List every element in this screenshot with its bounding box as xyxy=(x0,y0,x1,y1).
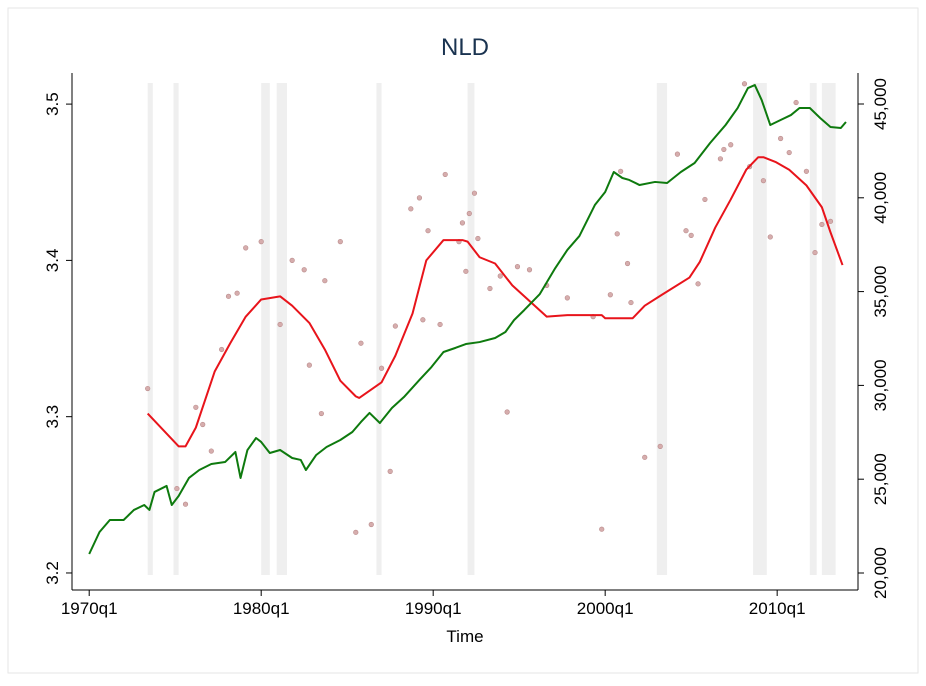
scatter-point xyxy=(408,206,414,212)
scatter-point xyxy=(318,410,324,417)
shaded-period xyxy=(753,83,767,575)
scatter-point xyxy=(182,501,189,507)
scatter-point xyxy=(827,218,834,224)
scatter-point xyxy=(702,196,708,203)
scatter-point xyxy=(786,149,792,156)
x-tick-label: 1980q1 xyxy=(233,599,290,618)
scatter-point xyxy=(463,268,469,274)
scatter-point xyxy=(258,239,264,245)
y-tick-label: 3.2 xyxy=(43,561,62,585)
scatter-point xyxy=(301,267,307,273)
scatter-point xyxy=(225,293,232,299)
scatter-point xyxy=(564,295,570,301)
scatter-point xyxy=(459,220,466,226)
x-tick-label: 1990q1 xyxy=(405,599,462,618)
y-tick-label: 3.5 xyxy=(43,92,62,116)
scatter-point xyxy=(289,257,295,263)
scatter-point xyxy=(322,278,328,284)
shaded-period xyxy=(147,83,153,575)
y2-tick-label: 35,000 xyxy=(871,266,890,318)
scatter-point xyxy=(618,168,624,174)
y2-tick-label: 40,000 xyxy=(871,172,890,224)
shaded-period xyxy=(173,83,179,575)
scatter-point xyxy=(234,290,240,296)
scatter-point xyxy=(803,168,810,174)
scatter-point xyxy=(420,317,426,323)
scatter-point xyxy=(497,273,503,279)
scatter-point xyxy=(614,231,620,237)
scatter-point xyxy=(624,260,631,267)
shaded-period xyxy=(376,83,382,575)
scatter-point xyxy=(466,210,472,217)
scatter-point xyxy=(243,245,249,251)
frame xyxy=(7,7,919,674)
scatter-point xyxy=(353,529,359,535)
scatter-point xyxy=(683,228,689,234)
scatter-point xyxy=(277,321,283,328)
scatter-point xyxy=(721,146,727,153)
scatter-point xyxy=(760,178,767,184)
scatter-point xyxy=(193,404,199,410)
scatter-point xyxy=(208,448,214,454)
y2-tick-label: 20,000 xyxy=(871,547,890,599)
shaded-period xyxy=(276,83,287,575)
scatter-point xyxy=(145,385,151,392)
scatter-point xyxy=(174,485,180,492)
y2-tick-label: 25,000 xyxy=(871,453,890,505)
scatter-point xyxy=(793,99,799,106)
scatter-point xyxy=(337,239,343,245)
x-tick-label: 2010q1 xyxy=(749,599,806,618)
scatter-point xyxy=(767,234,773,240)
scatter-point xyxy=(628,299,634,306)
scatter-point xyxy=(392,323,398,329)
scatter-point xyxy=(358,340,364,346)
scatter-point xyxy=(599,526,605,532)
scatter-point xyxy=(416,195,423,201)
scatter-point xyxy=(642,454,648,460)
scatter-point xyxy=(657,443,663,449)
line xyxy=(88,84,847,555)
scatter-point xyxy=(741,81,748,87)
scatter-point xyxy=(812,249,818,256)
scatter-point xyxy=(778,135,784,142)
scatter-point xyxy=(387,468,393,474)
scatter-point xyxy=(475,235,481,242)
scatter-point xyxy=(368,521,374,528)
scatter-point xyxy=(674,151,681,157)
scatter-point xyxy=(219,346,225,353)
scatter-point xyxy=(526,267,533,273)
x-tick-label: 1970q1 xyxy=(61,599,118,618)
y-tick-label: 3.4 xyxy=(43,249,62,273)
shaded-period xyxy=(467,83,475,575)
y-tick-label: 3.3 xyxy=(43,405,62,429)
scatter-point xyxy=(819,221,825,228)
line xyxy=(146,156,844,448)
shaded-period xyxy=(656,83,668,575)
scatter-point xyxy=(717,156,724,162)
x-axis-label: Time xyxy=(446,627,483,646)
x-tick-label: 2000q1 xyxy=(577,599,634,618)
scatter-point xyxy=(378,365,385,371)
scatter-point xyxy=(442,171,448,178)
scatter-point xyxy=(425,228,431,234)
y2-tick-label: 45,000 xyxy=(871,78,890,130)
scatter-point xyxy=(514,264,521,270)
y2-tick-label: 30,000 xyxy=(871,359,890,411)
scatter-point xyxy=(471,190,478,196)
scatter-point xyxy=(306,362,312,368)
scatter-point xyxy=(487,285,493,292)
scatter-point xyxy=(728,142,734,148)
scatter-point xyxy=(695,281,701,287)
shaded-period xyxy=(821,83,836,575)
scatter-point xyxy=(437,321,443,328)
chart-title: NLD xyxy=(441,34,489,61)
shaded-period xyxy=(261,83,270,575)
scatter-point xyxy=(200,421,206,428)
scatter-point xyxy=(688,232,694,238)
shaded-period xyxy=(809,83,817,575)
scatter-point xyxy=(504,409,510,415)
scatter-point xyxy=(607,292,613,298)
